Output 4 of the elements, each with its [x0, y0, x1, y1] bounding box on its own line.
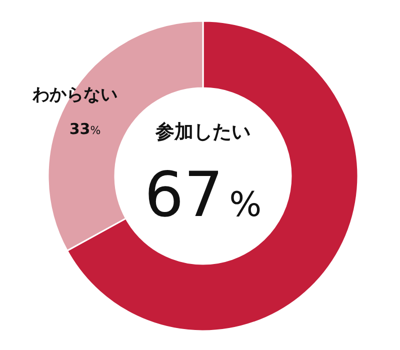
data-label: 33% [69, 120, 101, 138]
slice-label: 参加したい [154, 121, 250, 143]
data-label: 67% [144, 158, 262, 231]
slice-label: わからない [31, 85, 118, 106]
